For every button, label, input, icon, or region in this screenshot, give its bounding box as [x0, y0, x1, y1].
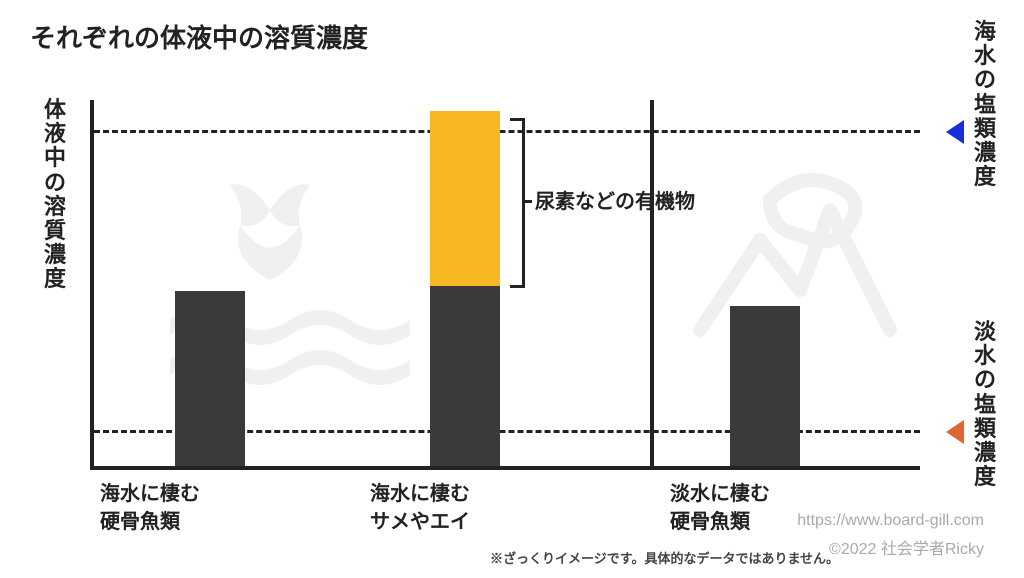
footnote: ※ざっくりイメージです。具体的なデータではありません。 — [490, 548, 839, 567]
bar-segment — [730, 306, 800, 466]
cat-line2: 硬骨魚類 — [100, 511, 180, 533]
bar-segment-organic — [430, 111, 500, 286]
freshwater-marker-icon — [946, 420, 964, 444]
bar-segment-base — [430, 286, 500, 466]
seawater-marker-icon — [946, 120, 964, 144]
bar-segment — [175, 291, 245, 466]
category-label-1: 海水に棲む 硬骨魚類 — [100, 480, 200, 536]
chart-title: それぞれの体液中の溶質濃度 — [30, 18, 368, 55]
bar-marine-bony-fish — [175, 291, 245, 466]
y-axis-line — [90, 100, 94, 470]
panel-divider — [650, 100, 654, 470]
annotation-bracket — [510, 118, 526, 288]
cat-line1: 海水に棲む — [370, 483, 470, 505]
category-label-3: 淡水に棲む 硬骨魚類 — [670, 480, 770, 536]
cat-line1: 淡水に棲む — [670, 483, 770, 505]
ref-line-seawater — [94, 130, 920, 133]
bar-shark-ray — [430, 111, 500, 466]
cat-line2: 硬骨魚類 — [670, 511, 750, 533]
watermark-url: https://www.board-gill.com — [797, 512, 984, 530]
cat-line1: 海水に棲む — [100, 483, 200, 505]
category-label-2: 海水に棲む サメやエイ — [370, 480, 470, 536]
ref-label-seawater: 海水の塩類濃度 — [972, 20, 998, 189]
annotation-text: 尿素などの有機物 — [535, 185, 695, 214]
cat-line2: サメやエイ — [370, 511, 470, 533]
y-axis-label: 体液中の溶質濃度 — [42, 98, 68, 292]
watermark-copyright: ©2022 社会学者Ricky — [829, 535, 984, 559]
bar-freshwater-bony-fish — [730, 306, 800, 466]
chart-plot-area: 尿素などの有機物 — [90, 100, 920, 470]
ref-label-freshwater: 淡水の塩類濃度 — [972, 320, 998, 489]
x-axis-line — [90, 466, 920, 470]
